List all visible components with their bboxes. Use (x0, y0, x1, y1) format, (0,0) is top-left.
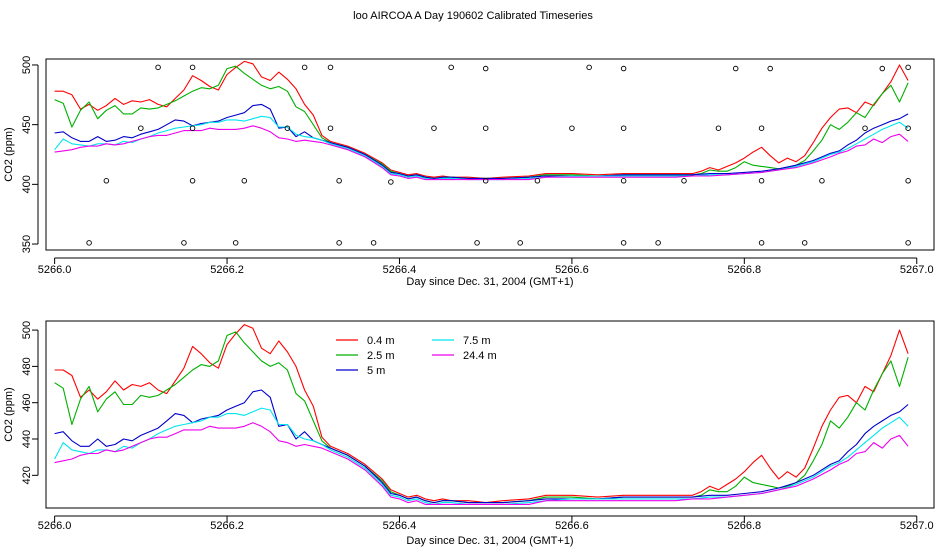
calibration-marker (655, 240, 661, 246)
plot-area (54, 60, 909, 181)
x-tick-label: 5266.6 (555, 264, 589, 276)
calibration-marker (336, 178, 342, 184)
calibration-marker (586, 64, 592, 71)
calibration-marker (862, 125, 868, 131)
calibration-marker (620, 125, 627, 131)
calibration-marker (189, 125, 196, 131)
bottom-panel: 5266.0 5266.2 5266.4 5266.6 5266.8 5267.0 420 4… (3, 320, 935, 547)
y-tick-label: 350 (21, 235, 33, 253)
x-tick-label: 5266.8 (728, 520, 762, 532)
calibration-marker (327, 64, 334, 71)
calibration-marker (819, 178, 825, 184)
y-tick-label: 500 (21, 321, 33, 339)
series-line-3 (54, 389, 909, 504)
y-tick-label: 450 (21, 115, 33, 133)
calibration-marker (336, 240, 342, 246)
y-tick-label: 420 (21, 466, 33, 484)
y-tick-label: 480 (21, 357, 33, 375)
calibration-marker (905, 178, 911, 184)
calibration-marker (284, 125, 291, 131)
legend-label: 5 m (367, 365, 385, 377)
series-line-1 (54, 60, 909, 179)
calibration-marker (517, 240, 523, 246)
series-line-3 (54, 103, 909, 179)
plot-frame (45, 320, 935, 509)
plot-area (54, 324, 909, 505)
series-line-1 (54, 324, 909, 504)
calibration-marker (620, 65, 627, 72)
calibration-marker (879, 65, 886, 72)
series-line-5 (54, 125, 909, 181)
legend-label: 7.5 m (463, 335, 491, 347)
calibration-marker (189, 178, 196, 184)
y-tick-label: 440 (21, 430, 33, 448)
series-line-5 (54, 422, 909, 505)
calibration-marker (905, 240, 911, 246)
legend-label: 0.4 m (367, 335, 395, 347)
calibration-marker (370, 240, 377, 246)
x-tick-label: 5266.6 (555, 520, 589, 532)
x-tick-label: 5266.2 (210, 520, 244, 532)
x-axis-title: Day since Dec. 31, 2004 (GMT+1) (406, 276, 573, 288)
calibration-marker (681, 178, 687, 184)
calibration-marker (767, 65, 773, 72)
calibration-marker (474, 240, 480, 246)
x-tick-label: 5267.0 (900, 520, 934, 532)
calibration-marker (155, 64, 161, 71)
legend-label: 24.4 m (463, 350, 497, 362)
calibration-marker (801, 240, 808, 246)
calibration-marker (534, 178, 541, 184)
y-tick-label: 460 (21, 394, 33, 412)
calibration-marker (482, 178, 489, 184)
calibration-marker (388, 179, 394, 185)
calibration-marker (905, 64, 911, 71)
legend: 0.4 m 2.5 m 5 m 7.5 m 24.4 m (336, 335, 497, 377)
x-tick-label: 5266.8 (728, 264, 762, 276)
calibration-marker (327, 125, 334, 131)
x-axis-title: Day since Dec. 31, 2004 (GMT+1) (406, 535, 573, 547)
calibration-marker (448, 64, 454, 71)
calibration-marker (758, 178, 765, 184)
calibration-marker (431, 125, 437, 131)
calibration-marker (620, 240, 627, 246)
calibration-marker (241, 178, 248, 184)
y-tick-label: 500 (21, 56, 33, 74)
calibration-marker (181, 240, 187, 246)
x-tick-label: 5266.2 (210, 264, 244, 276)
calibration-marker (715, 125, 722, 131)
x-tick-label: 5266.0 (38, 264, 72, 276)
plot-frame (45, 58, 935, 251)
calibration-marker (758, 240, 765, 246)
calibration-marker (758, 125, 765, 131)
calibration-marker (732, 65, 739, 72)
y-axis-title: CO2 (ppm) (3, 127, 15, 181)
calibration-marker (905, 125, 911, 131)
calibration-marker (569, 125, 575, 131)
calibration-marker (86, 240, 92, 246)
calibration-marker (103, 178, 110, 184)
calibration-marker (189, 64, 196, 71)
x-tick-label: 5266.0 (38, 520, 72, 532)
calibration-marker (482, 125, 489, 131)
x-tick-label: 5266.4 (383, 520, 417, 532)
figure-title: loo AIRCOA A Day 190602 Calibrated Times… (353, 10, 593, 22)
x-tick-label: 5267.0 (900, 264, 934, 276)
calibration-marker (301, 64, 308, 71)
calibration-marker (482, 65, 489, 72)
calibration-marker (620, 178, 627, 184)
y-tick-label: 400 (21, 175, 33, 193)
legend-label: 2.5 m (367, 350, 395, 362)
calibration-marker (138, 125, 144, 131)
x-tick-label: 5266.4 (383, 264, 417, 276)
top-panel: 5266.0 5266.2 5266.4 5266.6 5266.8 5267.0 350 4… (3, 56, 935, 288)
y-axis-title: CO2 (ppm) (3, 387, 15, 441)
calibration-marker (232, 240, 239, 246)
